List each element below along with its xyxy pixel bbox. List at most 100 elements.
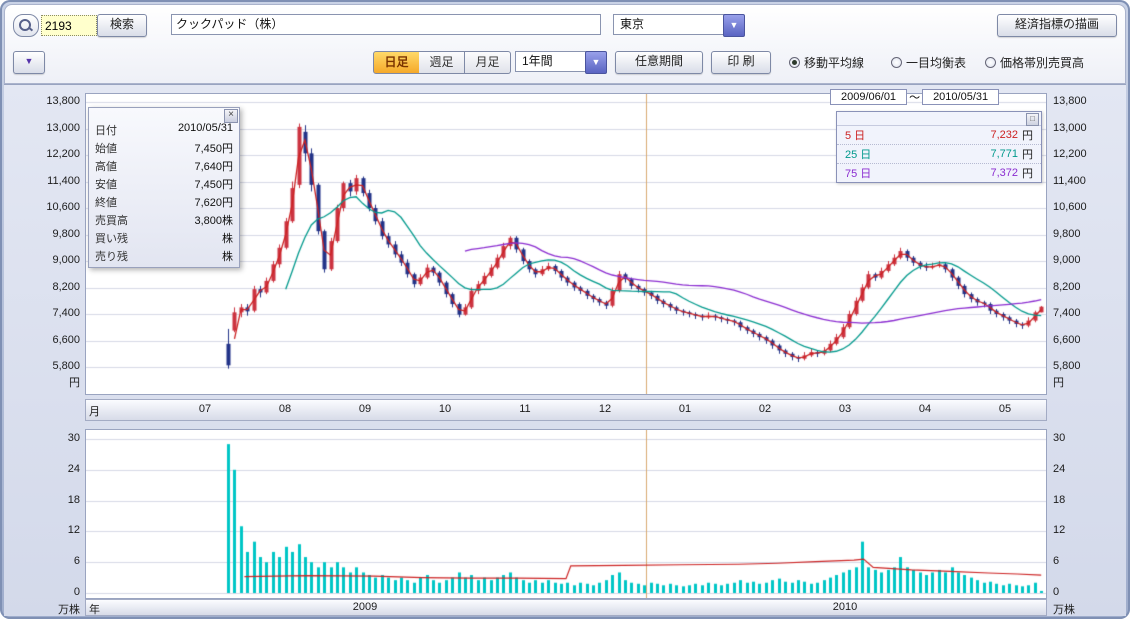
info-row-open: 始値 7,450円 [89, 139, 239, 157]
radio-ichimoku-label: 一目均衡表 [906, 56, 967, 70]
month-unit-label: 月 [89, 406, 100, 418]
price-tick-label: 5,800 [1053, 360, 1081, 372]
info-label: 安値 [95, 179, 117, 191]
volume-tick-label: 24 [1053, 462, 1066, 475]
month-tick-label: 05 [998, 403, 1012, 415]
info-label: 日付 [95, 125, 117, 137]
stock-name-field[interactable] [171, 14, 601, 35]
info-label: 売買高 [95, 215, 128, 227]
legend-label: 25 日 [845, 149, 872, 161]
range-end: 2010/05/31 [922, 89, 1000, 105]
price-tick-label: 8,200 [1053, 280, 1081, 293]
radio-on-icon [789, 57, 800, 68]
price-tick-label: 10,600 [46, 201, 80, 213]
month-tick-label: 08 [278, 403, 292, 415]
legend-header: □ [837, 112, 1041, 126]
legend-unit: 円 [1022, 130, 1033, 142]
price-tick-label: 12,200 [46, 148, 80, 160]
draw-economic-indicator-button[interactable]: 経済指標の描画 [997, 14, 1117, 37]
radio-off-icon [985, 57, 996, 68]
volume-tick-label: 30 [67, 432, 80, 444]
info-value: 2010/05/31 [177, 122, 233, 134]
radio-ichimoku[interactable]: 一目均衡表 [891, 54, 966, 71]
price-tick-label: 9,800 [52, 227, 80, 240]
close-icon[interactable]: × [224, 109, 238, 123]
month-tick-label: 10 [438, 403, 452, 415]
volume-unit-label: 万株 [58, 604, 80, 616]
info-row-close: 終値 7,620円 [89, 193, 239, 211]
radio-volume-by-price[interactable]: 価格帯別売買高 [985, 54, 1084, 71]
volume-tick-label: 30 [1053, 432, 1066, 444]
search-button[interactable]: 検索 [97, 14, 147, 37]
legend-label: 75 日 [845, 168, 872, 180]
info-row-margin-sell: 売り残 株 [89, 247, 239, 267]
info-value: 7,620円 [194, 197, 233, 209]
month-tick-label: 07 [198, 403, 212, 415]
month-tick-label: 04 [918, 403, 932, 415]
custom-period-button[interactable]: 任意期間 [615, 51, 703, 74]
price-tick-label: 11,400 [47, 174, 80, 187]
legend-unit: 円 [1022, 149, 1033, 161]
legend-row-ma25: 25 日 7,771 円 [837, 144, 1041, 163]
price-tick-label: 8,200 [52, 280, 80, 293]
month-axis-strip[interactable] [85, 399, 1047, 421]
volume-tick-label: 12 [67, 524, 80, 537]
month-tick-label: 11 [519, 403, 531, 415]
tab-daily[interactable]: 日足 [373, 51, 420, 74]
price-tick-label: 13,800 [46, 95, 80, 107]
volume-chart-canvas[interactable] [85, 429, 1047, 599]
radio-moving-average[interactable]: 移動平均線 [789, 54, 864, 71]
tab-monthly[interactable]: 月足 [465, 51, 511, 74]
info-row-low: 安値 7,450円 [89, 175, 239, 193]
panel-dropdown-arrow-icon[interactable]: ▼ [13, 51, 45, 74]
price-tick-label: 9,000 [1053, 254, 1081, 266]
month-tick-label: 12 [598, 403, 612, 415]
info-row-date: 日付 2010/05/31 [89, 121, 239, 139]
month-tick-label: 02 [758, 403, 772, 415]
year-tick-label: 2009 [352, 601, 378, 613]
price-unit-label: 円 [69, 377, 80, 389]
legend-value: 7,372 [990, 167, 1018, 179]
info-label: 終値 [95, 197, 117, 209]
info-value: 7,450円 [194, 143, 233, 155]
stock-code-input[interactable] [41, 15, 97, 36]
price-tick-label: 9,800 [1053, 227, 1081, 240]
price-tick-label: 13,000 [46, 121, 80, 134]
radio-volume-by-price-label: 価格帯別売買高 [1000, 56, 1085, 70]
legend-collapse-button[interactable]: □ [1026, 113, 1039, 126]
info-value: 株 [222, 251, 233, 263]
year-unit-label: 年 [89, 604, 100, 616]
year-tick-label: 2010 [832, 601, 858, 613]
search-magnifier-icon[interactable] [13, 14, 39, 37]
print-button[interactable]: 印 刷 [711, 51, 771, 74]
price-tick-label: 7,400 [1053, 307, 1081, 319]
month-tick-label: 03 [838, 403, 852, 415]
period-select-value[interactable]: 1年間 [515, 51, 591, 72]
legend-value: 7,771 [990, 148, 1018, 160]
radio-moving-average-label: 移動平均線 [804, 56, 865, 70]
month-tick-label: 01 [678, 403, 692, 415]
price-tick-label: 7,400 [52, 307, 80, 319]
price-info-box: × 日付 2010/05/31 始値 7,450円 高値 7,640円 安値 7… [88, 107, 240, 268]
ma-legend-box: □ 5 日 7,232 円 25 日 7,771 円 75 日 7,372 円 [836, 111, 1042, 183]
range-start: 2009/06/01 [830, 89, 908, 105]
volume-tick-label: 18 [1053, 493, 1066, 506]
tab-weekly[interactable]: 週足 [419, 51, 465, 74]
legend-row-ma5: 5 日 7,232 円 [837, 126, 1041, 144]
info-value: 7,450円 [194, 179, 233, 191]
volume-tick-label: 6 [73, 555, 80, 568]
price-tick-label: 12,200 [1053, 148, 1087, 160]
price-tick-label: 6,600 [1053, 333, 1081, 346]
period-select-arrow-icon[interactable]: ▼ [585, 51, 607, 74]
info-value: 3,800株 [194, 215, 233, 227]
year-axis-strip[interactable] [85, 599, 1047, 616]
price-tick-label: 10,600 [1053, 201, 1087, 213]
market-select-arrow-icon[interactable]: ▼ [723, 14, 745, 37]
market-select-value[interactable]: 東京 [613, 14, 731, 35]
info-row-volume: 売買高 3,800株 [89, 211, 239, 229]
price-unit-label: 円 [1053, 377, 1064, 389]
info-label: 買い残 [95, 233, 128, 245]
volume-tick-label: 0 [73, 586, 80, 598]
legend-label: 5 日 [845, 130, 866, 142]
